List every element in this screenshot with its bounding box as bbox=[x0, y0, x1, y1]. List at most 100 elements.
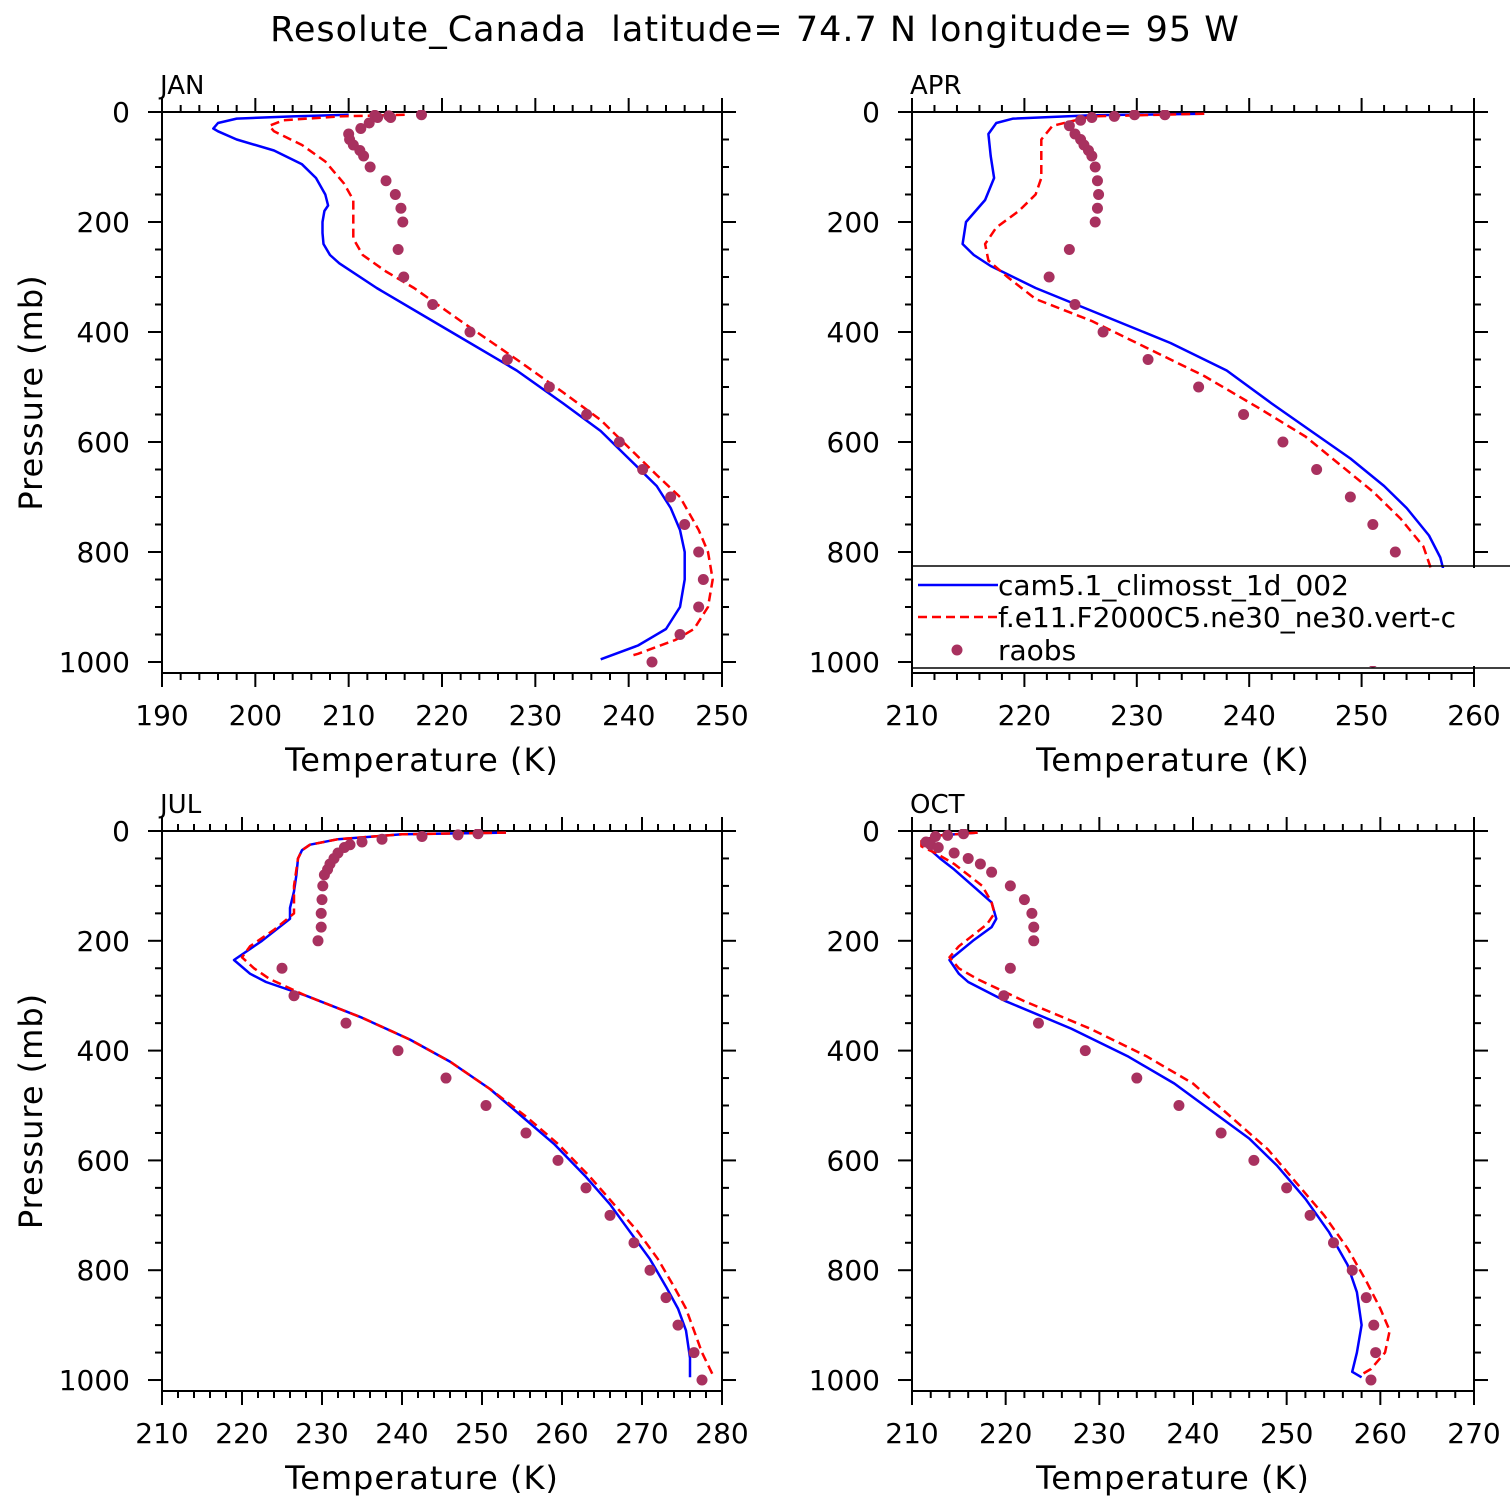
x-tick-label: 260 bbox=[1354, 1417, 1407, 1450]
raobs-point bbox=[1389, 546, 1401, 558]
raobs-point bbox=[440, 1072, 452, 1084]
raobs-point bbox=[929, 830, 941, 842]
raobs-point bbox=[1142, 354, 1154, 365]
raobs-point bbox=[312, 935, 324, 947]
y-tick-label: 400 bbox=[827, 1035, 880, 1068]
raobs-point bbox=[1086, 150, 1098, 162]
raobs-point bbox=[1248, 1154, 1260, 1166]
x-tick-label: 210 bbox=[885, 699, 938, 732]
raobs-point bbox=[1129, 110, 1141, 121]
panel-apr: 210 220 230 240 250 260 0 200 400 600 800 1000 APR Te… bbox=[809, 71, 1501, 779]
x-tick-label: 280 bbox=[695, 1417, 748, 1450]
raobs-point bbox=[364, 161, 376, 173]
x-axis-label: Temperature (K) bbox=[284, 1459, 559, 1497]
x-axis-label: Temperature (K) bbox=[1035, 1459, 1310, 1497]
raobs-point bbox=[1069, 299, 1081, 310]
x-tick-label: 220 bbox=[979, 1417, 1032, 1450]
raobs-point bbox=[1368, 1319, 1380, 1331]
raobs-point bbox=[1063, 120, 1075, 132]
raobs-point bbox=[581, 409, 593, 420]
raobs-point bbox=[1173, 1100, 1185, 1112]
raobs-point bbox=[358, 150, 370, 162]
raobs-point bbox=[697, 574, 709, 585]
series-line-cam5 bbox=[924, 831, 1363, 1379]
y-tick-label: 1000 bbox=[809, 1364, 880, 1397]
raobs-point bbox=[1344, 491, 1356, 503]
series-line-cam5 bbox=[212, 113, 686, 661]
raobs-point bbox=[472, 829, 484, 840]
raobs-point bbox=[398, 271, 410, 283]
raobs-point bbox=[363, 117, 375, 129]
y-tick-label: 1000 bbox=[59, 1364, 130, 1397]
x-axis-label: Temperature (K) bbox=[284, 741, 559, 779]
x-tick-label: 240 bbox=[1166, 1417, 1219, 1450]
raobs-point bbox=[974, 858, 986, 870]
x-tick-label: 250 bbox=[695, 699, 748, 732]
raobs-point bbox=[580, 1182, 592, 1194]
raobs-point bbox=[501, 354, 513, 365]
raobs-point bbox=[318, 869, 330, 881]
y-tick-label: 200 bbox=[827, 925, 880, 958]
raobs-point bbox=[380, 175, 392, 187]
plot-frame bbox=[161, 111, 723, 674]
plot-frame bbox=[911, 111, 1475, 674]
raobs-point bbox=[1043, 271, 1055, 283]
x-tick-label: 230 bbox=[1110, 699, 1163, 732]
raobs-point bbox=[464, 326, 476, 338]
raobs-point bbox=[395, 202, 407, 214]
x-tick-label: 250 bbox=[1335, 699, 1388, 732]
raobs-point bbox=[1004, 880, 1016, 892]
raobs-point bbox=[1086, 112, 1098, 123]
x-tick-label: 270 bbox=[615, 1417, 668, 1450]
raobs-point bbox=[415, 110, 427, 121]
raobs-point bbox=[1108, 110, 1120, 122]
raobs-point bbox=[696, 1374, 708, 1386]
x-tick-label: 190 bbox=[135, 699, 188, 732]
raobs-point bbox=[1131, 1072, 1143, 1084]
legend-label: raobs bbox=[998, 634, 1076, 667]
y-tick-label: 0 bbox=[862, 815, 880, 848]
raobs-point bbox=[372, 112, 384, 123]
y-tick-label: 600 bbox=[827, 426, 880, 459]
y-tick-label: 1000 bbox=[809, 646, 880, 679]
raobs-point bbox=[644, 1264, 656, 1276]
raobs-point bbox=[688, 1347, 700, 1359]
y-tick-label: 200 bbox=[77, 925, 130, 958]
legend-label: f.e11.F2000C5.ne30_ne30.vert-c bbox=[998, 601, 1456, 634]
raobs-point bbox=[340, 1017, 352, 1029]
raobs-point bbox=[1370, 1347, 1382, 1359]
raobs-point bbox=[1159, 110, 1171, 121]
raobs-point bbox=[1365, 1374, 1377, 1386]
raobs-point bbox=[1281, 1182, 1293, 1194]
panel-title: JAN bbox=[158, 71, 204, 101]
raobs-point bbox=[1193, 381, 1205, 393]
raobs-point bbox=[674, 629, 686, 640]
raobs-point bbox=[356, 836, 368, 848]
y-tick-label: 0 bbox=[112, 96, 130, 129]
series-line-cam5 bbox=[232, 831, 692, 1378]
raobs-point bbox=[1093, 189, 1105, 200]
raobs-point bbox=[646, 656, 658, 668]
raobs-point bbox=[552, 1154, 564, 1166]
raobs-point bbox=[1032, 1017, 1044, 1029]
raobs-point bbox=[1304, 1209, 1316, 1221]
raobs-point bbox=[1328, 1237, 1339, 1249]
raobs-point bbox=[1238, 409, 1250, 420]
raobs-point bbox=[1004, 962, 1016, 974]
panel-title: JUL bbox=[158, 790, 202, 820]
y-tick-label: 600 bbox=[827, 1144, 880, 1177]
raobs-point bbox=[672, 1319, 684, 1331]
y-tick-label: 400 bbox=[827, 316, 880, 349]
x-tick-label: 230 bbox=[1073, 1417, 1126, 1450]
raobs-point bbox=[1215, 1127, 1227, 1139]
y-tick-label: 0 bbox=[862, 96, 880, 129]
raobs-point bbox=[613, 436, 625, 448]
raobs-point bbox=[1075, 114, 1087, 126]
raobs-point bbox=[1091, 202, 1103, 214]
raobs-point bbox=[392, 244, 404, 255]
y-axis-label: Pressure (mb) bbox=[12, 274, 50, 510]
raobs-point bbox=[1089, 216, 1101, 228]
raobs-point bbox=[628, 1237, 640, 1249]
raobs-point bbox=[1091, 175, 1103, 187]
